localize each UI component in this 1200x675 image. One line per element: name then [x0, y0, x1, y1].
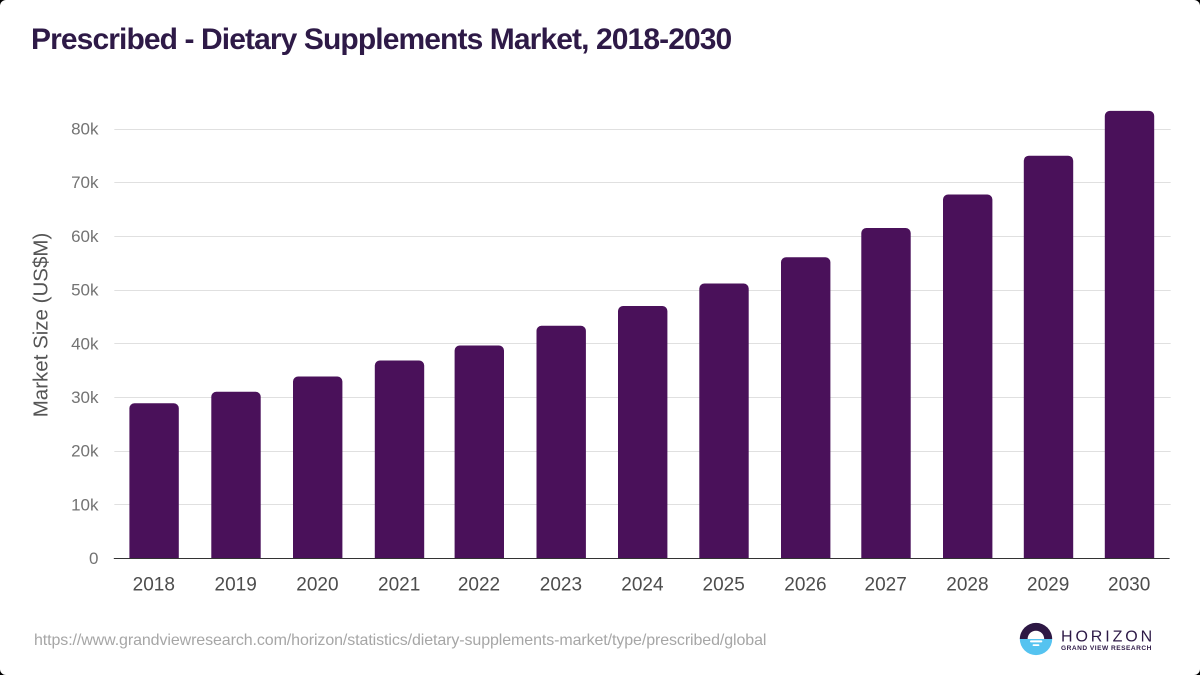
svg-text:2029: 2029 [1027, 575, 1069, 596]
svg-text:70k: 70k [71, 173, 99, 192]
svg-text:2023: 2023 [540, 575, 582, 596]
svg-text:2024: 2024 [621, 575, 664, 596]
svg-text:https://www.grandviewresearch.: https://www.grandviewresearch.com/horizo… [34, 632, 766, 649]
svg-text:2020: 2020 [296, 575, 338, 596]
svg-text:2019: 2019 [215, 575, 257, 596]
svg-text:HORIZON: HORIZON [1061, 628, 1155, 645]
svg-text:GRAND VIEW RESEARCH: GRAND VIEW RESEARCH [1061, 645, 1152, 652]
svg-text:2022: 2022 [458, 575, 500, 596]
svg-text:40k: 40k [71, 334, 99, 353]
svg-text:30k: 30k [71, 388, 99, 407]
svg-text:60k: 60k [71, 227, 99, 246]
svg-text:2021: 2021 [378, 575, 420, 596]
svg-text:2030: 2030 [1108, 575, 1150, 596]
svg-text:0: 0 [89, 549, 98, 568]
svg-text:80k: 80k [71, 120, 99, 139]
svg-text:50k: 50k [71, 281, 99, 300]
svg-text:2027: 2027 [865, 575, 907, 596]
svg-text:Market Size (US$M): Market Size (US$M) [30, 233, 53, 418]
svg-text:2028: 2028 [946, 575, 988, 596]
svg-text:2018: 2018 [133, 575, 175, 596]
svg-text:2025: 2025 [703, 575, 745, 596]
svg-text:10k: 10k [71, 495, 99, 514]
svg-text:2026: 2026 [784, 575, 826, 596]
svg-text:20k: 20k [71, 442, 99, 461]
